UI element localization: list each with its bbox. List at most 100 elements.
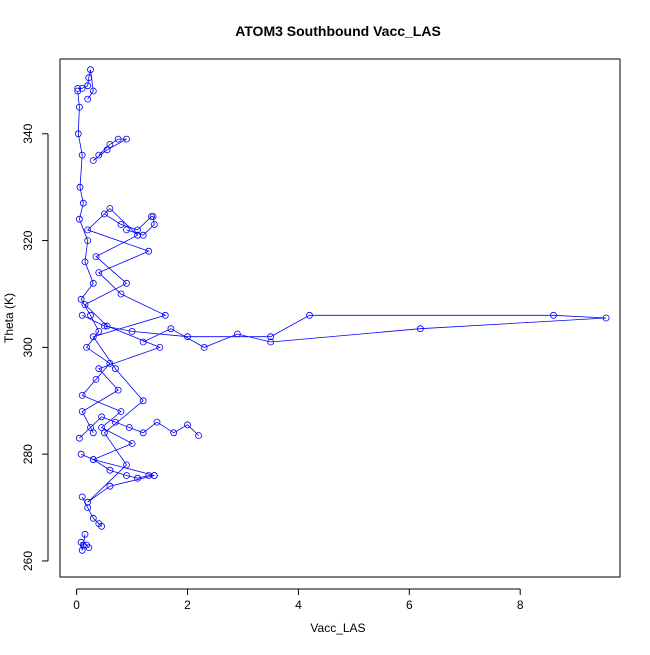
axis-layer: 0 2 4 6 8 260 280 300 320 340 [21, 123, 524, 612]
data-point [117, 408, 125, 415]
data-point [95, 151, 103, 159]
data-point [84, 226, 92, 234]
data-point [123, 279, 130, 287]
data-point [81, 301, 89, 309]
y-tick-label: 280 [21, 444, 35, 464]
data-point [117, 221, 125, 228]
data-point [114, 386, 122, 394]
data-point [79, 199, 87, 207]
data-point [112, 365, 119, 373]
data-series [78, 493, 105, 530]
data-point [106, 140, 114, 148]
data-point [112, 418, 119, 426]
data-point [167, 325, 175, 333]
data-point [89, 333, 97, 341]
data-point [98, 413, 105, 421]
y-tick-label: 260 [21, 551, 35, 571]
data-point [416, 325, 424, 333]
data-point [148, 213, 155, 220]
x-tick-label: 4 [295, 598, 302, 612]
data-point [170, 429, 178, 437]
data-point [145, 247, 153, 255]
data-point [139, 338, 147, 346]
data-point [134, 474, 142, 482]
data-point [84, 95, 92, 103]
data-point [306, 311, 313, 319]
data-layer [74, 66, 610, 554]
data-point [101, 429, 108, 437]
series-line [77, 90, 167, 503]
data-point [76, 103, 83, 111]
data-point [128, 327, 136, 335]
data-point [153, 418, 161, 426]
x-tick-label: 6 [406, 598, 413, 612]
data-point [139, 397, 147, 405]
data-point [89, 279, 97, 287]
data-point [156, 343, 164, 351]
series-line [77, 69, 94, 100]
y-tick-label: 340 [21, 123, 35, 143]
data-point [95, 327, 103, 335]
data-point [77, 295, 85, 303]
data-point [95, 365, 103, 373]
plot-frame [59, 58, 621, 578]
data-point [267, 338, 275, 346]
data-series [74, 66, 97, 103]
data-point [150, 221, 158, 228]
x-tick-label: 0 [73, 598, 80, 612]
data-point [76, 183, 84, 191]
data-point [87, 424, 94, 431]
series-line [81, 496, 102, 527]
data-point [95, 269, 103, 277]
data-point [123, 226, 130, 234]
data-point [87, 66, 94, 74]
data-series [77, 450, 158, 482]
data-point [233, 330, 241, 338]
data-point [267, 333, 275, 341]
data-point [92, 253, 100, 261]
data-point [139, 429, 147, 437]
data-point [78, 311, 86, 319]
data-point [103, 146, 111, 154]
data-point [123, 461, 130, 469]
data-point [161, 311, 169, 319]
data-point [78, 85, 86, 92]
data-point [84, 237, 92, 245]
data-point [134, 231, 142, 239]
data-series [76, 413, 203, 442]
data-point [85, 544, 93, 551]
data-series [77, 530, 93, 554]
data-point [84, 504, 92, 512]
data-point [106, 359, 114, 367]
x-axis-label: Vacc_LAS [310, 621, 365, 635]
data-point [150, 472, 158, 479]
data-point [602, 314, 610, 322]
data-point [98, 424, 105, 431]
data-point [76, 434, 83, 442]
data-point [134, 226, 142, 234]
x-tick-label: 2 [184, 598, 191, 612]
data-point [89, 456, 97, 463]
data-point [184, 421, 191, 429]
series-line [82, 314, 607, 348]
data-point [106, 466, 114, 474]
data-point [76, 215, 83, 223]
data-point [139, 231, 147, 239]
data-point [78, 546, 86, 554]
data-series [74, 87, 169, 506]
data-point [101, 322, 108, 330]
data-point [195, 432, 203, 439]
data-point [149, 213, 157, 220]
data-point [77, 450, 85, 458]
data-point [87, 311, 94, 319]
data-point [98, 522, 105, 530]
data-point [128, 440, 136, 447]
data-series [89, 135, 130, 164]
data-point [78, 493, 86, 501]
data-point [125, 424, 133, 431]
data-point [83, 343, 90, 351]
y-tick-label: 300 [21, 337, 35, 357]
data-point [74, 130, 82, 138]
